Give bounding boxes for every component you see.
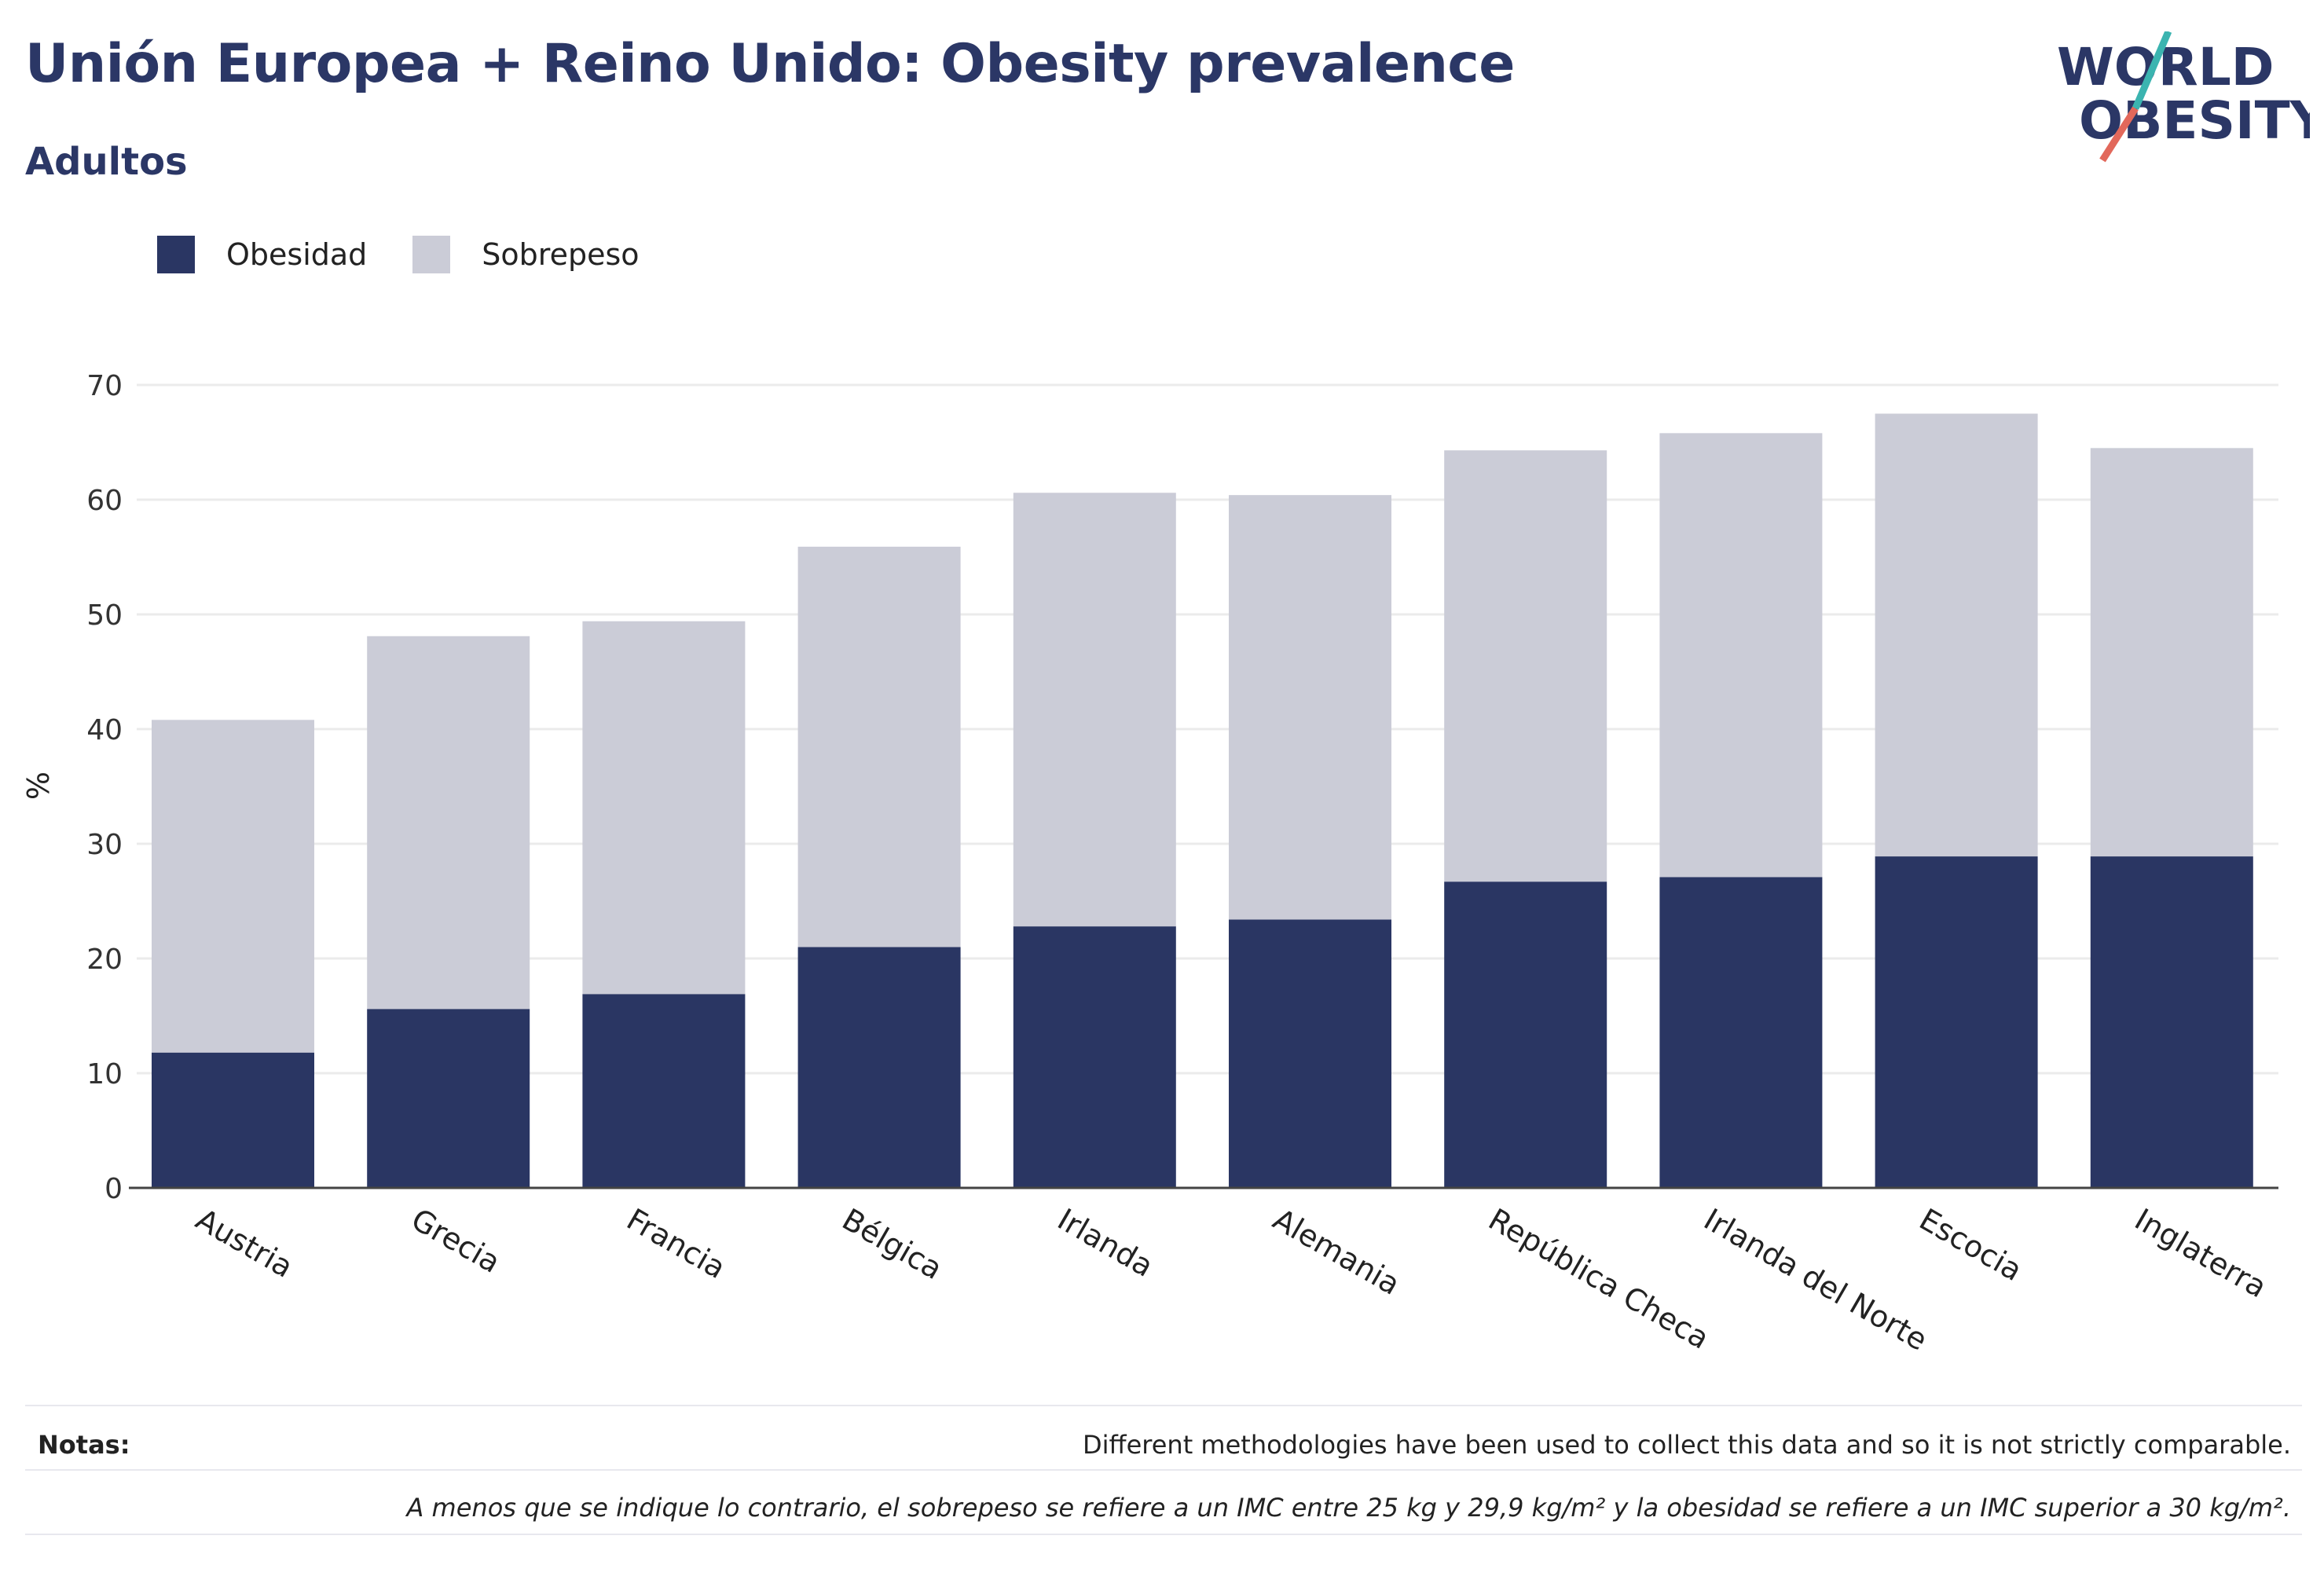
bar-overweight-8 <box>1875 413 2038 857</box>
bar-obesity-2 <box>582 994 746 1188</box>
legend-item-obesity[interactable]: Obesidad <box>157 236 367 273</box>
notes-line-2: A menos que se indique lo contrario, el … <box>406 1493 2291 1523</box>
world-obesity-logo: WORLD OBESITY <box>2057 31 2310 163</box>
bar-obesity-8 <box>1875 856 2038 1188</box>
y-axis-label: % <box>21 772 56 800</box>
notes-label: Notas: <box>38 1430 130 1460</box>
bar-overweight-7 <box>1659 433 1823 878</box>
x-tick-label-4: Irlanda <box>1052 1202 1159 1284</box>
legend-swatch-obesity <box>157 236 195 273</box>
legend-swatch-overweight <box>412 236 451 273</box>
bar-overweight-9 <box>2090 448 2253 857</box>
y-tick-label-10: 10 <box>86 1058 123 1090</box>
y-tick-label-70: 70 <box>86 370 123 402</box>
x-tick-label-2: Francia <box>621 1202 731 1286</box>
notes-divider-middle <box>25 1469 2302 1471</box>
notes-line-1: Different methodologies have been used t… <box>1083 1430 2291 1460</box>
bar-chart: 0 10 20 30 40 50 60 70% Austria Grecia Francia Bélg… <box>21 370 2278 1358</box>
bar-overweight-1 <box>367 636 530 1010</box>
bar-obesity-0 <box>152 1052 314 1188</box>
x-tick-label-6: República Checa <box>1483 1202 1715 1356</box>
y-tick-label-0: 0 <box>104 1173 123 1205</box>
bar-obesity-4 <box>1013 926 1176 1188</box>
x-tick-label-1: Grecia <box>405 1202 506 1280</box>
y-tick-label-40: 40 <box>86 714 123 746</box>
chart-title: Unión Europea + Reino Unido: Obesity pre… <box>25 33 1515 95</box>
bar-obesity-9 <box>2090 856 2253 1188</box>
notes-divider-top <box>25 1405 2302 1406</box>
y-tick-label-50: 50 <box>86 599 123 632</box>
bar-overweight-6 <box>1444 450 1607 882</box>
bar-obesity-5 <box>1229 919 1391 1188</box>
chart-legend: Obesidad Sobrepeso <box>157 234 685 275</box>
x-tick-label-7: Irlanda del Norte <box>1698 1202 1933 1358</box>
bar-overweight-4 <box>1013 493 1176 927</box>
notes-divider-bottom <box>25 1534 2302 1535</box>
bar-overweight-0 <box>152 720 314 1053</box>
bar-obesity-1 <box>367 1009 530 1188</box>
x-tick-label-8: Escocia <box>1914 1202 2029 1288</box>
bar-overweight-5 <box>1229 495 1391 920</box>
logo-slash-teal <box>2132 31 2172 110</box>
x-tick-label-3: Bélgica <box>837 1202 948 1287</box>
legend-item-overweight[interactable]: Sobrepeso <box>412 236 640 273</box>
x-tick-label-5: Alemania <box>1267 1202 1406 1302</box>
x-tick-label-9: Inglaterra <box>2129 1202 2273 1305</box>
y-tick-label-30: 30 <box>86 829 123 861</box>
bar-obesity-7 <box>1659 877 1823 1188</box>
logo-slash-coral <box>2099 106 2139 163</box>
legend-label-overweight: Sobrepeso <box>482 237 640 272</box>
chart-subtitle: Adultos <box>25 140 188 184</box>
bar-obesity-3 <box>797 947 961 1188</box>
y-tick-label-60: 60 <box>86 485 123 517</box>
y-tick-label-20: 20 <box>86 944 123 976</box>
bar-overweight-3 <box>797 546 961 947</box>
bar-obesity-6 <box>1444 881 1607 1188</box>
bar-overweight-2 <box>582 621 746 995</box>
legend-label-obesity: Obesidad <box>226 237 368 272</box>
x-tick-label-0: Austria <box>190 1202 299 1285</box>
